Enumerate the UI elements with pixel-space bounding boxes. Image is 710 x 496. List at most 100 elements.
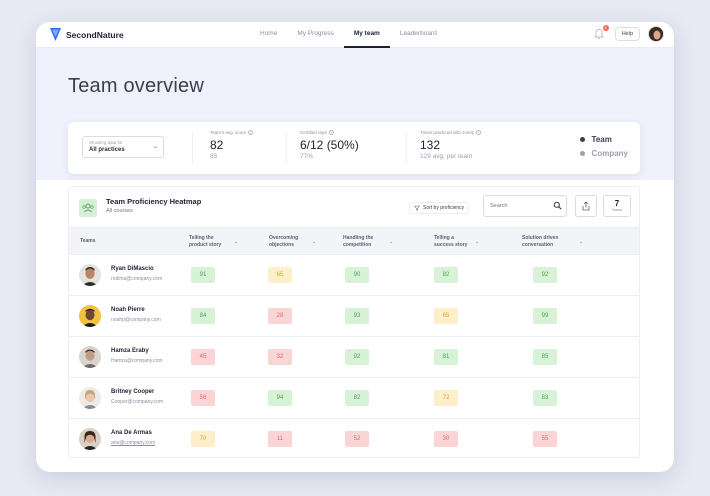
- user-avatar-image: [649, 27, 663, 41]
- score-cell[interactable]: 45: [191, 349, 215, 365]
- top-navigation: SecondNature Home My Progress My team Le…: [36, 22, 674, 48]
- times-practiced-stat: Times practiced with Jonny i 132 129 avg…: [420, 130, 482, 160]
- score-cell[interactable]: 32: [268, 349, 292, 365]
- score-cell[interactable]: 92: [533, 267, 557, 283]
- column-handling-competition[interactable]: Handling the competition: [343, 235, 374, 248]
- legend-team: Team: [579, 135, 628, 144]
- search-icon[interactable]: [553, 201, 562, 210]
- score-cell[interactable]: 99: [533, 308, 557, 324]
- heatmap-icon: [79, 199, 97, 217]
- row-email: rndima@company.com: [111, 276, 163, 282]
- table-row[interactable]: Hamza Eraby Hamza@company.com 45 32 92 8…: [69, 337, 639, 378]
- score-cell[interactable]: 90: [345, 267, 369, 283]
- avatar: [79, 346, 101, 368]
- filter-value: All practices: [89, 147, 125, 153]
- brand-name: SecondNature: [66, 29, 124, 40]
- nav-home[interactable]: Home: [260, 30, 278, 37]
- column-telling-product-story[interactable]: Telling the product story: [189, 235, 222, 248]
- chevron-down-icon[interactable]: ⌄: [579, 239, 584, 245]
- row-email: Hamza@company.com: [111, 358, 163, 364]
- share-icon: [582, 201, 590, 211]
- avg-score-value: 82: [210, 138, 224, 152]
- score-cell[interactable]: 28: [268, 308, 292, 324]
- practice-filter-select[interactable]: Showing data for All practices ⌄: [82, 136, 164, 158]
- help-button[interactable]: Help: [614, 27, 640, 41]
- brand-logo[interactable]: SecondNature: [50, 28, 124, 41]
- score-cell[interactable]: 85: [533, 349, 557, 365]
- avg-score-stat: Team's avg. score i 82 85: [210, 130, 254, 160]
- table-row[interactable]: Noah Pierre noahp@company.com 84 28 93 6…: [69, 296, 639, 337]
- heatmap-subtitle: All courses: [106, 208, 133, 214]
- score-cell[interactable]: 65: [434, 308, 458, 324]
- divider: [286, 132, 287, 164]
- chevron-down-icon[interactable]: ⌄: [234, 239, 239, 245]
- score-cell[interactable]: 93: [345, 308, 369, 324]
- heatmap-card: Team Proficiency Heatmap All courses Sor…: [68, 186, 640, 458]
- app-window: SecondNature Home My Progress My team Le…: [36, 22, 674, 472]
- nav-my-team[interactable]: My team: [343, 22, 390, 48]
- score-cell[interactable]: 91: [191, 267, 215, 283]
- export-button[interactable]: [575, 195, 597, 217]
- column-telling-success-story[interactable]: Telling a success story: [434, 235, 468, 248]
- score-cell[interactable]: 83: [533, 390, 557, 406]
- score-cell[interactable]: 70: [191, 431, 215, 447]
- avatar: [79, 428, 101, 450]
- stats-legend: Team Company: [579, 135, 628, 163]
- score-cell[interactable]: 84: [191, 308, 215, 324]
- avatar: [79, 387, 101, 409]
- filter-label: Showing data for: [89, 140, 123, 145]
- certified-reps-stat: Certified reps i 6/12 (50%) 77%: [300, 130, 359, 160]
- info-icon[interactable]: i: [248, 130, 254, 135]
- table-row[interactable]: Britney Cooper Cooper@company.com 56 94 …: [69, 378, 639, 419]
- row-name: Ryan DiMascio: [111, 266, 154, 272]
- row-name: Hamza Eraby: [111, 348, 149, 354]
- avg-score-company: 85: [210, 153, 218, 160]
- user-avatar[interactable]: [648, 26, 664, 42]
- chevron-down-icon[interactable]: ⌄: [389, 239, 394, 245]
- score-cell[interactable]: 82: [345, 390, 369, 406]
- score-cell[interactable]: 52: [345, 431, 369, 447]
- score-cell[interactable]: 11: [268, 431, 292, 447]
- score-cell[interactable]: 30: [434, 431, 458, 447]
- score-cell[interactable]: 72: [434, 390, 458, 406]
- certified-company: 77%: [300, 153, 314, 160]
- times-sub: 129 avg. per team: [420, 153, 473, 160]
- chevron-down-icon[interactable]: ⌄: [475, 239, 480, 245]
- nav-my-progress[interactable]: My Progress: [297, 30, 334, 37]
- nav-leaderboard[interactable]: Leaderboard: [399, 30, 437, 37]
- notification-badge: 1: [602, 25, 609, 31]
- bell-icon: [593, 29, 604, 40]
- score-cell[interactable]: 65: [268, 267, 292, 283]
- score-cell[interactable]: 94: [268, 390, 292, 406]
- divider: [192, 132, 193, 164]
- table-row[interactable]: Ana De Armas ana@company.com 70 11 52 30…: [69, 419, 639, 460]
- search-input[interactable]: [483, 195, 567, 217]
- notifications-button[interactable]: 1: [593, 25, 609, 41]
- divider: [406, 132, 407, 164]
- score-cell[interactable]: 55: [533, 431, 557, 447]
- heatmap-title: Team Proficiency Heatmap: [106, 197, 202, 206]
- score-cell[interactable]: 81: [434, 349, 458, 365]
- column-solution-driven-conversation[interactable]: Solution driven conversation: [522, 235, 559, 248]
- table-row[interactable]: Ryan DiMascio rndima@company.com 91 65 9…: [69, 255, 639, 296]
- row-name: Noah Pierre: [111, 307, 145, 313]
- info-icon[interactable]: i: [328, 130, 334, 135]
- legend-company: Company: [579, 149, 628, 158]
- score-cell[interactable]: 56: [191, 390, 215, 406]
- column-overcoming-objections[interactable]: Overcoming objections: [269, 235, 299, 248]
- score-cell[interactable]: 92: [345, 349, 369, 365]
- score-cell[interactable]: 82: [434, 267, 458, 283]
- avatar: [79, 264, 101, 286]
- brand-logo-icon: [50, 28, 61, 41]
- legend-company-label: Company: [591, 149, 628, 158]
- sort-by-proficiency-button[interactable]: Sort by proficiency: [409, 202, 470, 214]
- times-value: 132: [420, 138, 441, 152]
- chevron-down-icon[interactable]: ⌄: [312, 239, 317, 245]
- row-email[interactable]: ana@company.com: [111, 440, 156, 446]
- info-icon[interactable]: i: [476, 130, 482, 135]
- sort-label: Sort by proficiency: [423, 205, 465, 211]
- column-teams: Teams: [80, 238, 96, 244]
- row-email: noahp@company.com: [111, 317, 161, 323]
- filter-icon: [414, 205, 420, 211]
- teams-count: 7 Teams: [603, 195, 631, 217]
